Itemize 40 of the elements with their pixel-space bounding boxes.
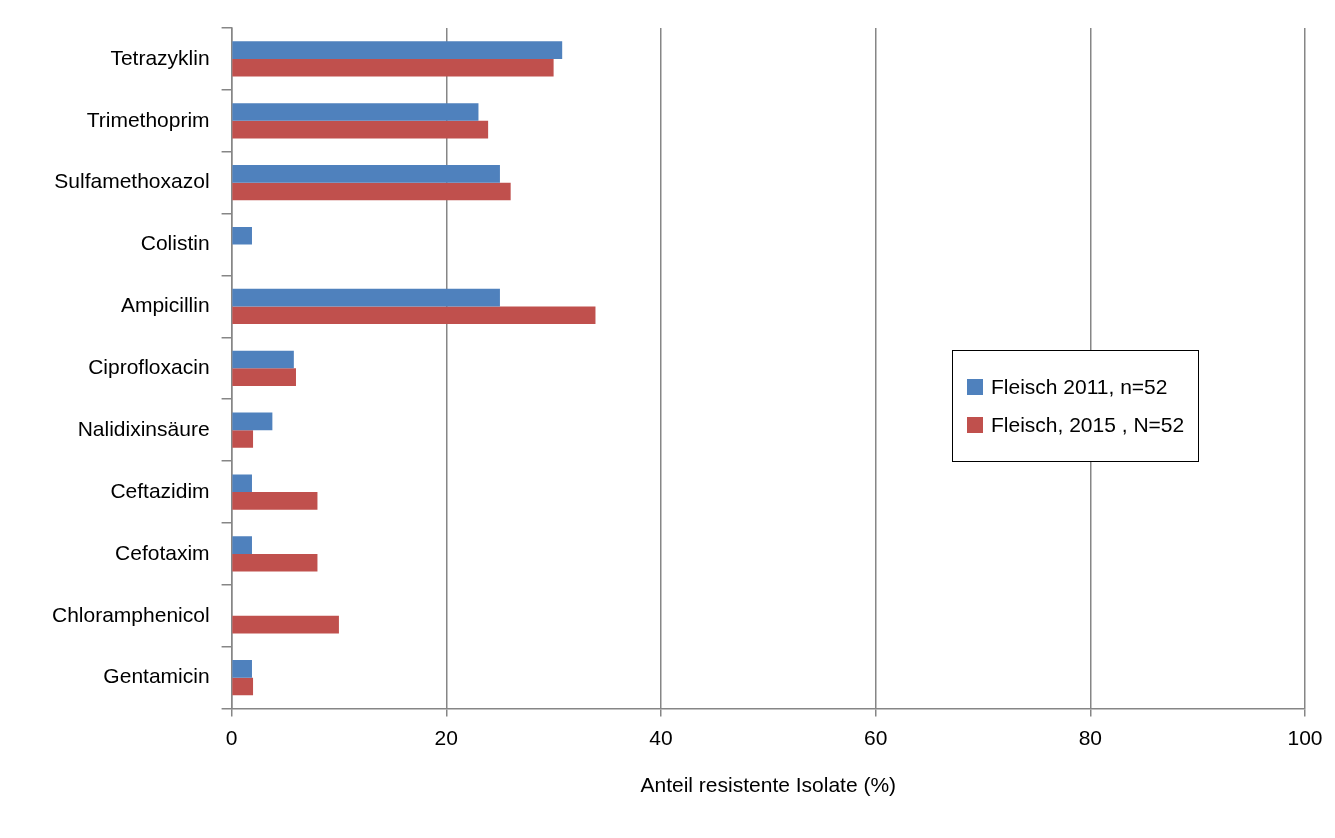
y-tick-label: Ampicillin [120,293,210,317]
bar [232,412,273,431]
y-tick-label: Trimethoprim [86,107,210,131]
x-axis-title: Anteil resistente Isolate (%) [640,773,897,797]
x-tick-label: 60 [863,726,888,749]
y-tick-label: Chloramphenicol [51,602,210,626]
bar [232,120,489,139]
y-tick-label: Colistin [140,231,210,255]
y-tick-label: Tetrazyklin [110,45,210,69]
y-tick-label: Ciprofloxacin [88,355,210,379]
bar [232,306,596,325]
x-tick-label: 0 [225,726,238,749]
bar [232,615,339,634]
bar [232,165,500,183]
x-tick-label: 80 [1078,726,1102,749]
bar [232,492,318,510]
bar [232,182,511,201]
bar [232,288,500,307]
y-tick-label: Nalidixinsäure [77,416,210,440]
bar [232,350,294,369]
bar [232,58,554,77]
x-tick-label: 100 [1287,726,1323,749]
y-tick-label: Cefotaxim [115,540,210,564]
bar [232,368,296,386]
legend-label: Fleisch 2011, n=52 [991,375,1168,399]
x-tick-label: 20 [434,726,458,749]
y-tick-label: Gentamicin [103,664,210,688]
legend-label: Fleisch, 2015 , N=52 [991,413,1185,437]
bar [232,536,252,554]
bar [232,660,252,678]
bar [232,103,479,121]
y-tick-label: Ceftazidim [110,478,210,502]
bar [232,41,563,59]
bar [232,430,254,448]
bar [232,474,252,493]
bar [232,226,252,245]
x-tick-label: 40 [649,726,673,749]
bar [232,553,318,572]
bar [232,677,254,696]
y-tick-label: Sulfamethoxazol [54,169,210,193]
